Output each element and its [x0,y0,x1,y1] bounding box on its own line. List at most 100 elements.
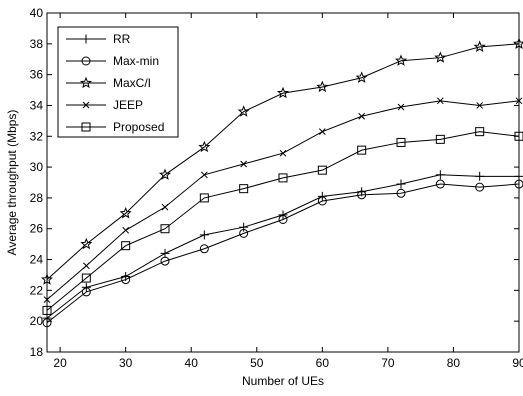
data-point-proposed [475,127,485,137]
legend-label: Proposed [113,120,164,134]
legend-item-maxc-i: MaxC/I [66,76,151,90]
legend: RR Max-min MaxC/I JEEP Proposed [57,26,179,138]
y-tick-label: 20 [30,314,44,328]
data-point-max-min [475,182,485,192]
data-point-maxc-i [158,168,172,180]
data-point-rr [435,170,445,180]
data-point-jeep [318,128,326,136]
data-point-maxc-i [237,105,250,117]
data-point-proposed [435,134,445,144]
data-point-jeep [476,102,484,109]
data-point-proposed [199,193,209,203]
data-point-proposed [278,173,288,183]
data-point-proposed [81,273,91,283]
data-point-max-min [396,188,406,198]
legend-item-jeep: JEEP [66,98,143,112]
data-point-maxc-i [198,140,211,153]
data-point-maxc-i [80,237,93,250]
x-tick-label: 70 [381,356,395,370]
y-tick-label: 38 [30,37,44,51]
series-max-min [42,179,523,328]
y-tick-label: 40 [30,6,44,20]
data-point-max-min [317,196,327,206]
y-tick-label: 32 [30,129,44,143]
y-tick-label: 28 [30,191,44,205]
data-point-rr [239,222,249,232]
data-point-rr [396,179,406,189]
data-point-proposed [160,224,170,234]
y-tick-label: 18 [30,345,44,359]
data-point-max-min [121,275,131,285]
y-tick-label: 34 [30,98,44,112]
y-tick-label: 30 [30,160,44,174]
y-axis-title: Average throughput (Mbps) [5,110,19,256]
legend-item-max-min: Max-min [66,54,159,68]
y-tick-label: 26 [30,222,44,236]
x-tick-label: 40 [185,356,199,370]
legend-marker [81,122,91,132]
data-point-rr [81,282,91,292]
data-point-jeep [358,112,366,120]
legend-marker [81,34,91,44]
x-tick-label: 30 [119,356,133,370]
data-point-jeep [240,160,248,168]
data-point-proposed [121,241,131,251]
y-tick-label: 24 [30,253,44,267]
legend-marker [82,101,90,109]
data-point-jeep [82,262,90,270]
y-tick-label: 22 [30,283,44,297]
data-point-max-min [81,287,91,297]
data-point-maxc-i [473,40,486,53]
x-axis-title: Number of UEs [242,374,324,388]
data-point-maxc-i [119,206,132,219]
data-point-jeep [200,171,208,179]
data-point-maxc-i [276,86,290,99]
axes-layer: 20 30 40 50 60 70 80 90 18 20 22 24 26 28 30 32 34 36 38 40 [30,6,523,370]
data-point-max-min [160,256,170,266]
data-point-jeep [436,97,444,105]
x-tick-label: 20 [53,356,67,370]
data-point-jeep [122,226,130,234]
data-point-rr [160,248,170,258]
data-point-proposed [239,184,249,194]
data-point-jeep [397,103,405,111]
x-tick-label: 60 [316,356,330,370]
data-point-rr [317,191,327,201]
data-point-proposed [357,145,367,155]
data-point-maxc-i [355,71,368,83]
y-tick-label: 36 [30,68,44,82]
data-point-proposed [317,165,327,175]
x-tick-label: 80 [447,356,461,370]
legend-item-rr: RR [66,32,131,46]
legend-item-proposed: Proposed [66,120,164,134]
legend-label: Max-min [113,54,159,68]
data-point-proposed [396,137,406,147]
series-line-maxc-i [46,43,520,280]
legend-marker [79,76,93,89]
data-point-rr [475,171,485,181]
data-point-max-min [435,179,445,189]
legend-label: RR [113,32,131,46]
data-point-maxc-i [434,51,447,63]
legend-label: MaxC/I [113,76,151,90]
series-line-max-min [46,183,520,324]
data-point-max-min [199,244,209,254]
data-point-max-min [278,214,288,224]
data-point-jeep [161,203,169,211]
series-layer [40,37,523,328]
data-point-rr [278,210,288,220]
legend-marker [81,56,91,66]
legend-label: JEEP [113,98,143,112]
data-point-max-min [357,190,367,200]
x-tick-label: 90 [512,356,523,370]
legend-box [57,26,179,138]
series-proposed [42,127,523,315]
series-line-proposed [46,131,520,311]
data-point-jeep [279,149,287,157]
x-tick-label: 50 [250,356,264,370]
data-point-rr [199,230,209,240]
data-point-max-min [239,228,249,238]
data-point-maxc-i [316,80,329,93]
